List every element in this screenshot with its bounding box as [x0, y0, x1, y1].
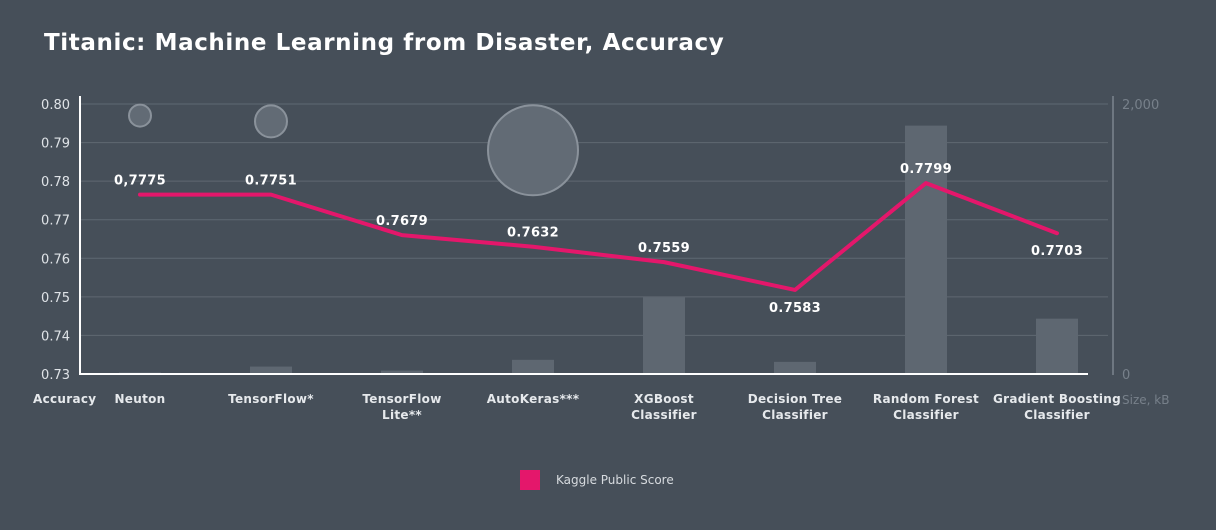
size-bar: [250, 366, 292, 374]
x-tick-label: Gradient Boosting: [993, 392, 1121, 406]
x-tick-label: TensorFlow*: [228, 392, 314, 406]
data-label: 0.7679: [376, 214, 428, 229]
x-tick-label: Classifier: [893, 408, 959, 422]
x-tick-label: Random Forest: [873, 392, 979, 406]
y-tick-label: 0.74: [41, 329, 70, 344]
y-tick-label: 0.76: [41, 252, 70, 267]
x-tick-label: Classifier: [762, 408, 828, 422]
size-bars: [119, 125, 1078, 374]
y-tick-label: 0.79: [41, 137, 70, 152]
y2-axis-title: Size, kB: [1122, 393, 1169, 407]
data-label: 0.7559: [638, 241, 690, 256]
size-bar: [381, 370, 423, 374]
size-bubble: [128, 103, 152, 128]
y-tick-label: 0.80: [41, 98, 70, 113]
size-bubble: [254, 104, 288, 139]
data-labels: 0,7775 0.7751 0.7679 0.7632 0.7559 0.7583 0.77…: [114, 162, 1083, 316]
data-label: 0.7703: [1031, 244, 1083, 259]
data-label: 0.7799: [900, 162, 952, 177]
data-label: 0.7583: [769, 301, 821, 316]
score-line: [138, 181, 1059, 292]
x-tick-label: AutoKeras***: [487, 392, 580, 406]
size-bar: [774, 361, 816, 374]
x-tick-label: Classifier: [1024, 408, 1090, 422]
accuracy-line: [138, 181, 1059, 292]
axes: 0.80 0.79 0.78 0.77 0.76 0.75 0.74 0.73 2,000 0 Ac…: [33, 96, 1169, 422]
size-bar: [905, 125, 947, 374]
x-tick-label: Classifier: [631, 408, 697, 422]
y-tick-label: 0.77: [41, 214, 70, 229]
y2-tick-label: 0: [1122, 368, 1130, 383]
data-label: 0.7751: [245, 174, 297, 189]
y2-tick-label: 2,000: [1122, 98, 1159, 113]
gridlines: [80, 103, 1108, 336]
size-bar: [512, 359, 554, 374]
size-bar: [1036, 318, 1078, 374]
x-tick-label: Lite**: [382, 408, 422, 422]
size-bubble: [487, 104, 579, 197]
y-axis-title: Accuracy: [33, 392, 96, 406]
x-tick-label: Decision Tree: [748, 392, 843, 406]
size-bar: [643, 297, 685, 374]
y-tick-label: 0.73: [41, 368, 70, 383]
data-label: 0.7632: [507, 226, 559, 241]
x-tick-label: XGBoost: [634, 392, 694, 406]
chart-title: Titanic: Machine Learning from Disaster,…: [44, 30, 725, 56]
y-tick-label: 0.78: [41, 175, 70, 190]
legend: Kaggle Public Score: [520, 470, 674, 490]
x-tick-label: TensorFlow: [362, 392, 441, 406]
y-tick-label: 0.75: [41, 291, 70, 306]
legend-swatch: [520, 470, 540, 490]
legend-label: Kaggle Public Score: [556, 473, 674, 487]
size-bubbles: [128, 103, 579, 197]
data-label: 0,7775: [114, 174, 166, 189]
x-tick-label: Neuton: [114, 392, 165, 406]
